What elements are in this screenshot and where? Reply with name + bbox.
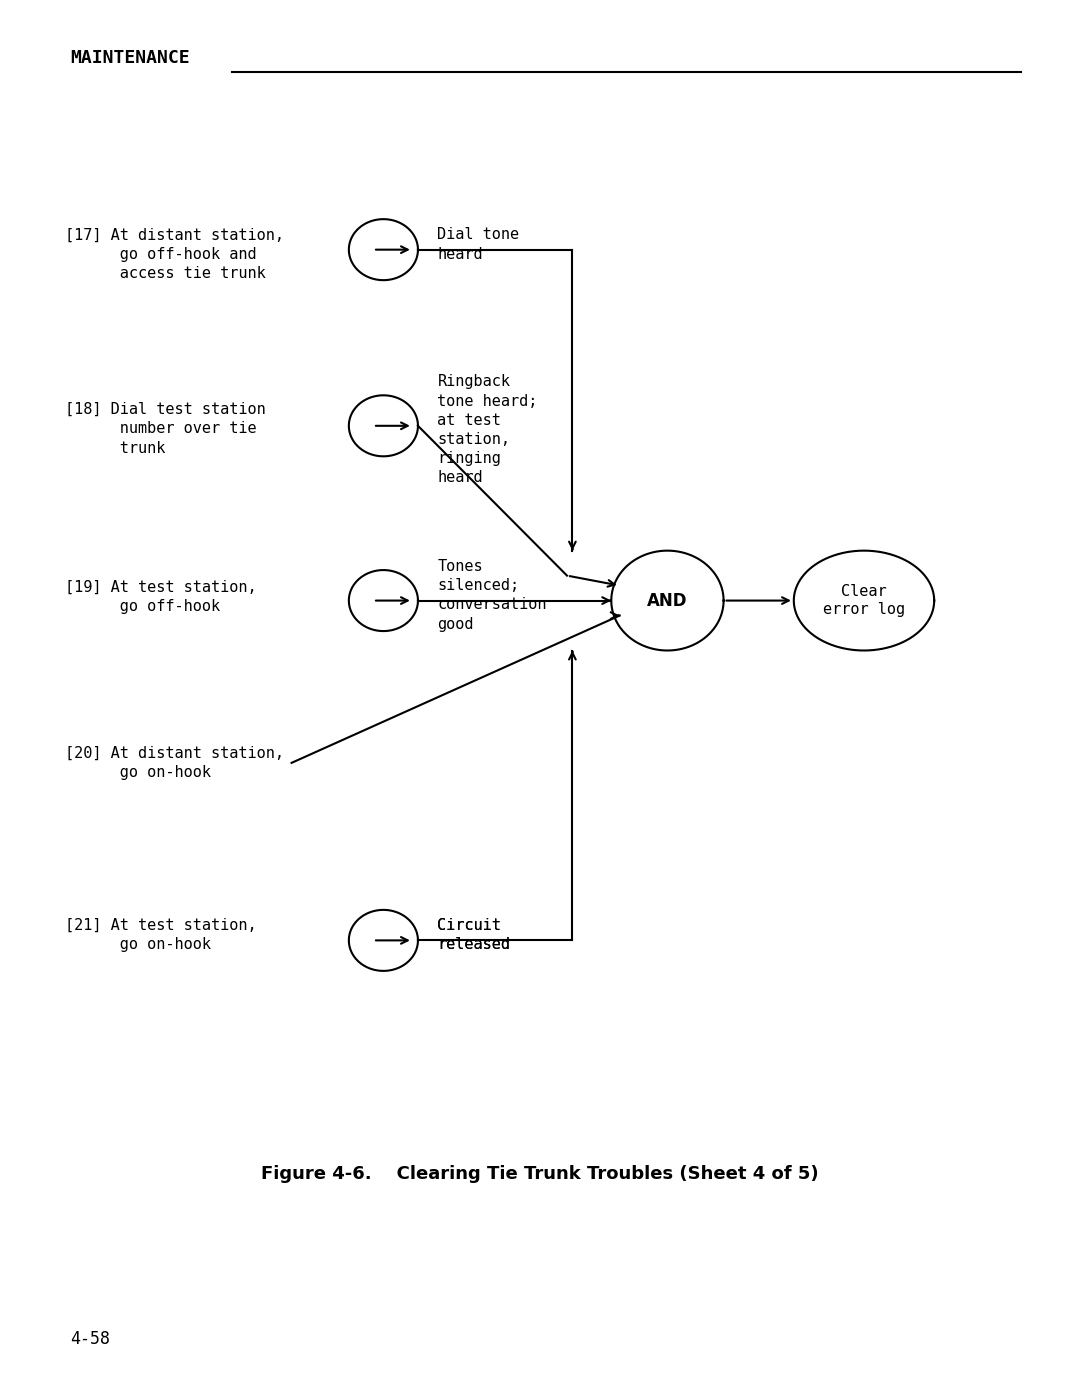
Polygon shape	[611, 551, 724, 651]
Text: Dial tone
heard: Dial tone heard	[437, 227, 519, 262]
Text: Circuit
released: Circuit released	[437, 918, 511, 953]
Polygon shape	[349, 219, 418, 280]
Text: [20] At distant station,
      go on-hook: [20] At distant station, go on-hook	[65, 746, 284, 781]
Text: Clear
error log: Clear error log	[823, 584, 905, 617]
Text: 4-58: 4-58	[70, 1330, 110, 1348]
Polygon shape	[794, 551, 934, 651]
Text: [19] At test station,
      go off-hook: [19] At test station, go off-hook	[65, 580, 256, 614]
Text: Tones
silenced;
conversation
good: Tones silenced; conversation good	[437, 559, 546, 631]
Polygon shape	[349, 395, 418, 456]
Text: MAINTENANCE: MAINTENANCE	[70, 49, 190, 67]
Polygon shape	[349, 910, 418, 971]
Text: AND: AND	[647, 592, 688, 609]
Text: Ringback
tone heard;
at test
station,
ringing
heard: Ringback tone heard; at test station, ri…	[437, 374, 538, 485]
Polygon shape	[349, 570, 418, 631]
Text: [17] At distant station,
      go off-hook and
      access tie trunk: [17] At distant station, go off-hook and…	[65, 227, 284, 282]
Text: Circuit
released: Circuit released	[437, 918, 511, 953]
Text: [21] At test station,
      go on-hook: [21] At test station, go on-hook	[65, 918, 256, 953]
Text: [18] Dial test station
      number over tie
      trunk: [18] Dial test station number over tie t…	[65, 402, 266, 456]
Text: Figure 4-6.    Clearing Tie Trunk Troubles (Sheet 4 of 5): Figure 4-6. Clearing Tie Trunk Troubles …	[261, 1165, 819, 1183]
